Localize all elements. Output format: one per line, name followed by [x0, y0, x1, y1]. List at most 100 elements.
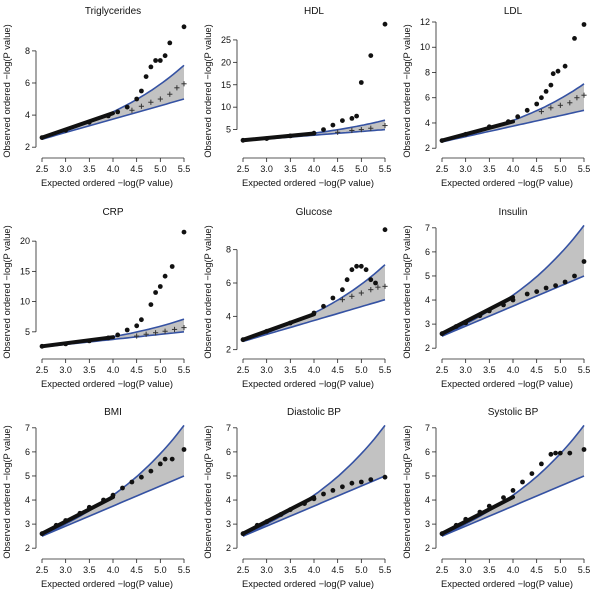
observed-point [520, 479, 525, 485]
x-axis-label: Expected ordered −log(P value) [41, 177, 173, 188]
x-tick-label: 4.5 [530, 164, 543, 174]
y-tick-label: 3 [425, 519, 430, 529]
observed-point [169, 264, 175, 269]
dense-points [241, 131, 316, 143]
x-tick-label: 3.0 [459, 365, 472, 375]
y-tick-label: 8 [226, 245, 231, 255]
cross-point [548, 105, 554, 111]
cross-point [574, 95, 580, 101]
y-tick-label: 3 [25, 519, 30, 529]
observed-point [543, 285, 549, 291]
panel-title: LDL [504, 6, 523, 17]
observed-point [439, 531, 445, 537]
cross-point [382, 283, 388, 289]
observed-point [157, 58, 163, 63]
observed-point [311, 496, 317, 502]
x-tick-label: 3.5 [83, 565, 96, 575]
x-tick-label: 5.0 [154, 565, 167, 575]
observed-point [486, 308, 492, 314]
y-tick-label: 5 [425, 271, 430, 281]
observed-point [86, 504, 92, 510]
x-axis-label: Expected ordered −log(P value) [242, 578, 374, 589]
observed-point [340, 484, 345, 490]
observed-point [354, 263, 359, 269]
observed-point [139, 474, 144, 480]
x-tick-label: 3.0 [59, 164, 72, 174]
observed-point [321, 303, 326, 309]
x-tick-label: 5.5 [578, 565, 591, 575]
observed-point [86, 119, 92, 125]
y-tick-label: 7 [425, 223, 430, 233]
observed-point [157, 284, 163, 289]
y-tick-label: 15 [221, 80, 231, 90]
observed-point [105, 113, 111, 119]
observed-point [39, 343, 45, 349]
observed-point [534, 101, 540, 107]
y-tick-label: 2 [425, 543, 430, 553]
observed-point [477, 509, 483, 515]
observed-point [321, 127, 326, 132]
y-axis-label: Observed ordered −log(P value) [401, 425, 412, 559]
observed-point [321, 491, 326, 497]
observed-point [134, 96, 140, 102]
x-tick-label: 3.5 [483, 365, 496, 375]
observed-point [39, 531, 45, 537]
y-tick-label: 10 [20, 297, 30, 307]
observed-point [572, 273, 577, 279]
y-tick-label: 6 [425, 447, 430, 457]
cross-point [567, 100, 573, 106]
y-tick-label: 6 [25, 447, 30, 457]
observed-point [169, 456, 175, 462]
observed-point [562, 279, 568, 285]
observed-point [382, 21, 388, 27]
observed-point [548, 451, 554, 457]
x-tick-label: 5.5 [379, 164, 392, 174]
dense-points [40, 111, 115, 140]
observed-point [510, 297, 516, 303]
y-tick-label: 7 [25, 423, 30, 433]
observed-point [240, 337, 246, 343]
x-tick-label: 4.0 [507, 565, 520, 575]
cross-point [339, 297, 345, 303]
y-tick-label: 5 [25, 327, 30, 337]
band-lower-line [41, 475, 185, 537]
y-tick-label: 4 [425, 295, 430, 305]
x-tick-label: 5.0 [554, 365, 567, 375]
y-tick-label: 2 [226, 345, 231, 355]
observed-point [63, 341, 69, 347]
x-tick-label: 2.5 [436, 365, 449, 375]
observed-point [105, 335, 111, 341]
observed-point [330, 488, 336, 493]
observed-point [278, 512, 284, 517]
x-axis-label: Expected ordered −log(P value) [441, 578, 573, 589]
x-tick-label: 4.0 [308, 164, 321, 174]
observed-point [311, 130, 317, 136]
dense-points [40, 495, 115, 536]
cross-point [181, 81, 187, 87]
observed-point [453, 522, 459, 528]
x-tick-label: 4.5 [331, 565, 344, 575]
observed-point [477, 313, 483, 319]
observed-point [463, 516, 469, 522]
qq-panel: HDL 2.5 3.0 3.5 4.0 4.5 5.0 5.5 5 10 15 20 25 Expecte… [202, 6, 391, 188]
x-tick-label: 4.5 [130, 565, 143, 575]
y-tick-label: 2 [25, 142, 30, 152]
x-tick-label: 2.5 [237, 565, 250, 575]
y-axis-label: Observed ordered −log(P value) [202, 225, 213, 359]
x-tick-label: 5.5 [178, 164, 191, 174]
observed-point [349, 267, 355, 273]
observed-point [86, 338, 92, 344]
panel-title: Triglycerides [85, 6, 141, 17]
dense-points [241, 312, 316, 342]
observed-point [354, 113, 359, 119]
x-tick-label: 3.5 [284, 164, 297, 174]
observed-point [115, 332, 121, 338]
x-tick-label: 5.0 [355, 164, 368, 174]
panel-title: Diastolic BP [287, 407, 341, 418]
x-tick-label: 5.0 [554, 565, 567, 575]
observed-point [340, 118, 345, 123]
y-tick-label: 8 [25, 46, 30, 56]
observed-point [287, 133, 293, 139]
observed-point [368, 477, 374, 482]
observed-point [368, 277, 374, 283]
